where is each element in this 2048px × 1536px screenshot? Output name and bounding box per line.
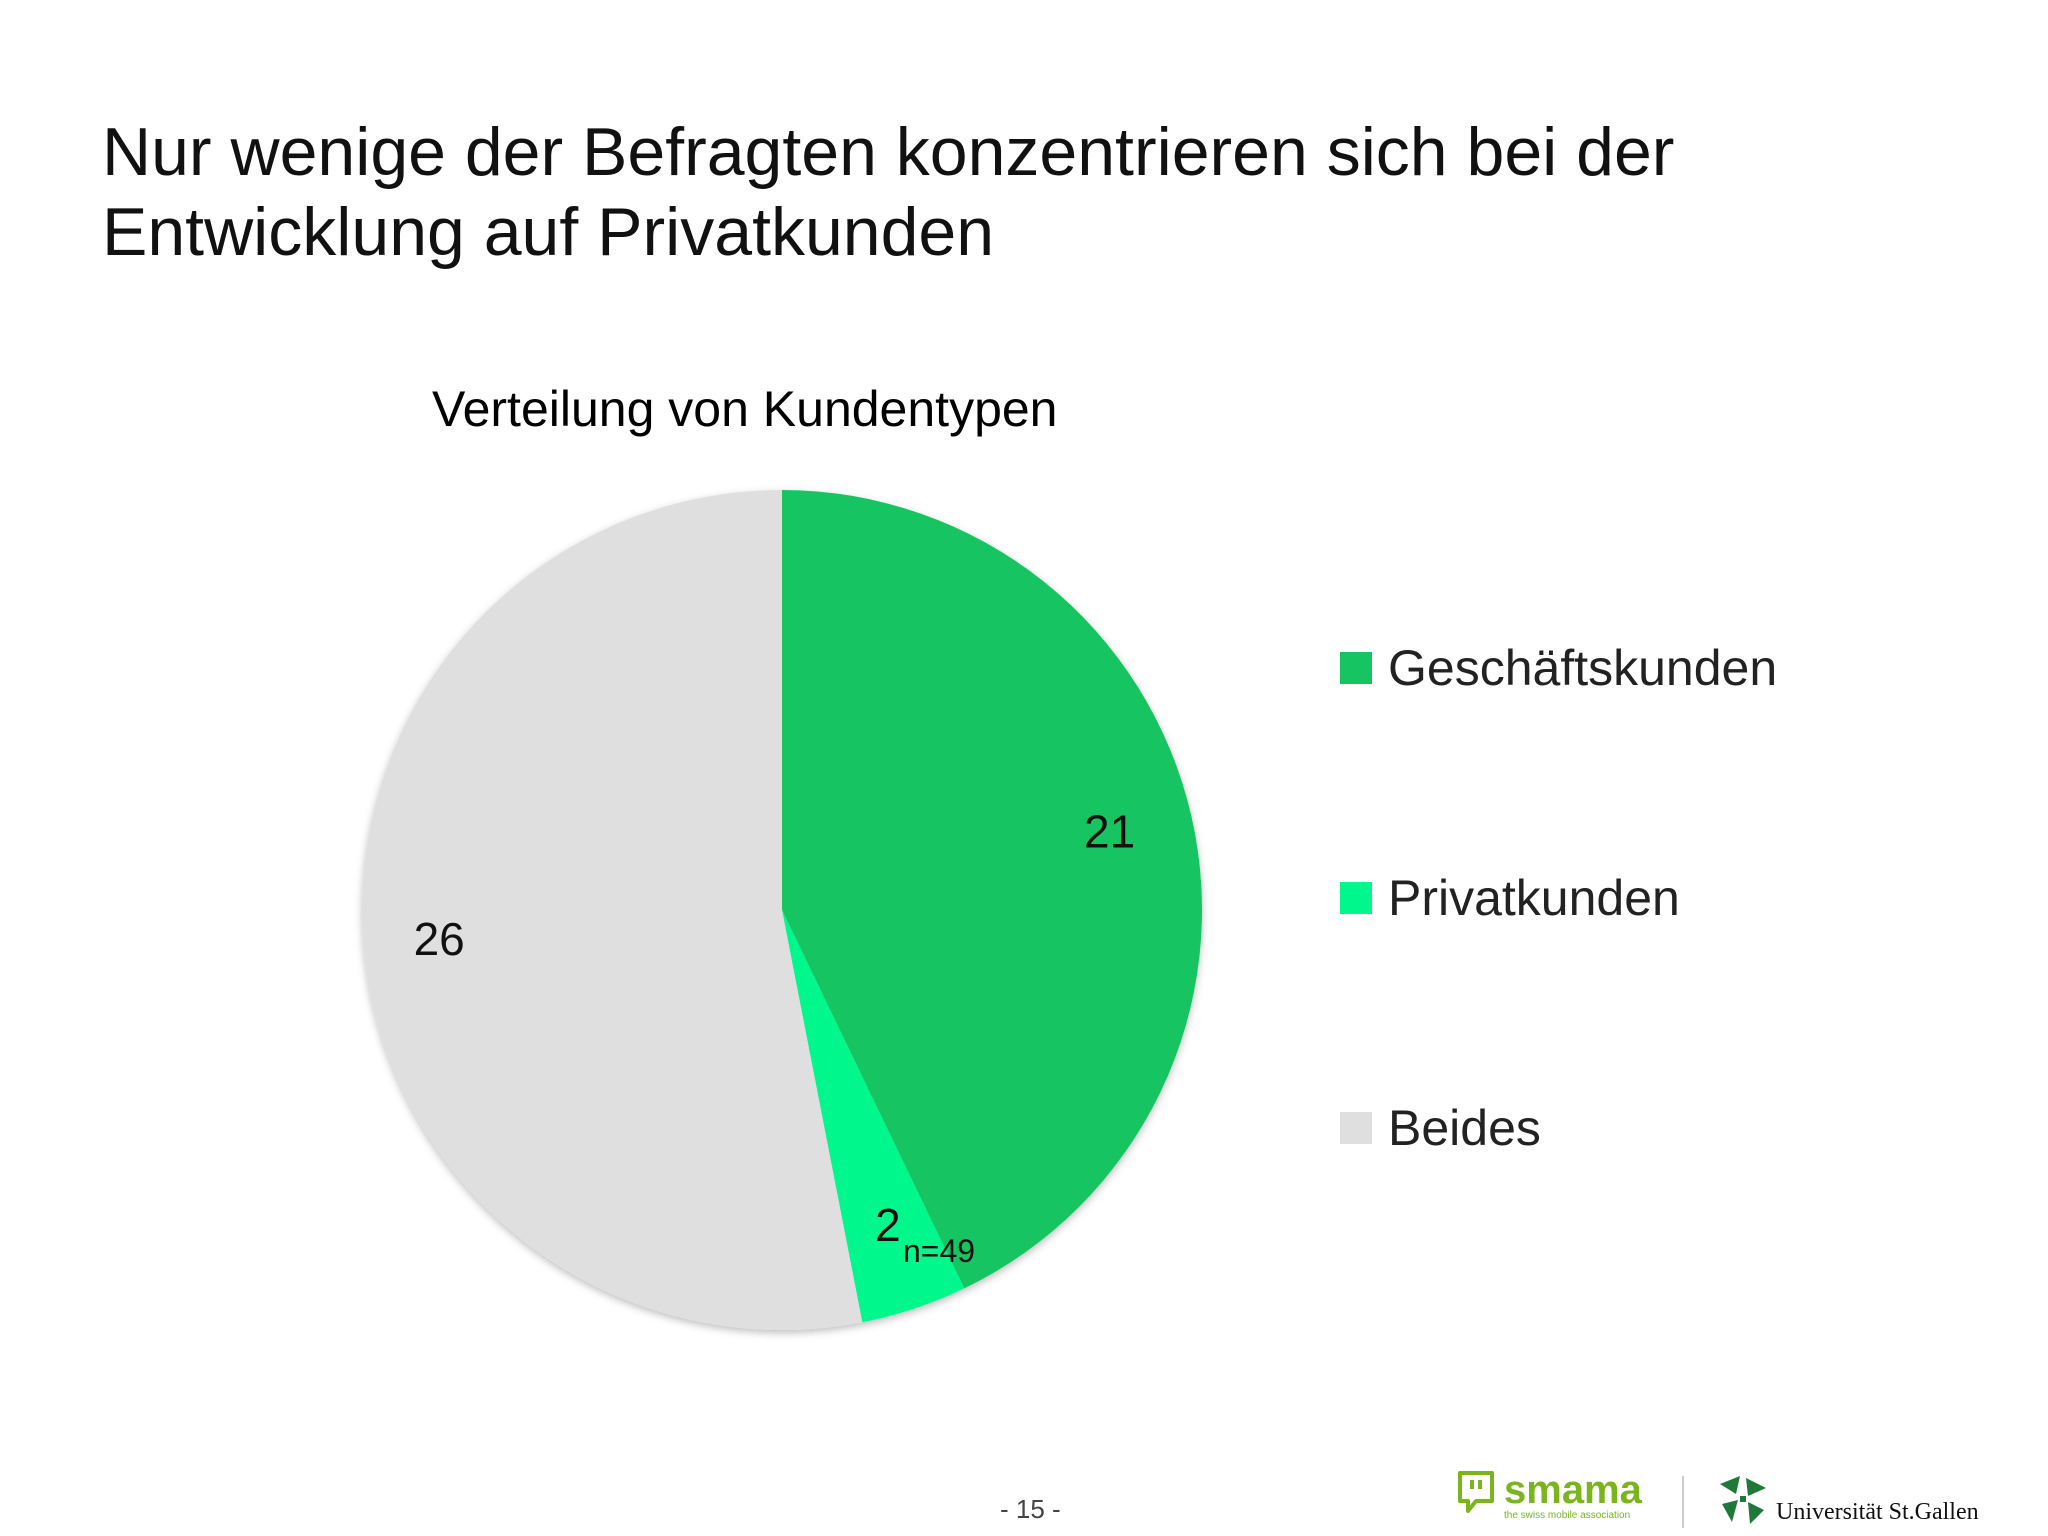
slide-title-line-2: Entwicklung auf Privatkunden [102,194,995,270]
slice-label-geschaeftskunden: 21 [1084,805,1135,857]
slice-label-beides: 26 [414,913,465,965]
chart-legend: Geschäftskunden Privatkunden Beides [1340,640,1777,1330]
hsg-logo: Universität St.Gallen [1718,1474,1979,1526]
legend-item-privatkunden: Privatkunden [1340,870,1777,926]
chart-title: Verteilung von Kundentypen [432,381,1058,437]
legend-swatch-beides [1340,1112,1372,1144]
hsg-name: Universität St.Gallen [1776,1499,1979,1525]
hsg-emblem-icon [1720,1476,1766,1524]
legend-label-beides: Beides [1388,1100,1541,1156]
page-number: - 15 - [1000,1494,1061,1524]
smama-name: smama [1504,1468,1642,1512]
legend-swatch-geschaeftskunden [1340,652,1372,684]
slide-title: Nur wenige der Befragten konzentrieren s… [102,112,1902,272]
legend-label-geschaeftskunden: Geschäftskunden [1388,640,1778,696]
pie-slice-privatkunden [782,910,965,1323]
sample-size-note: n=49 [903,1233,975,1269]
legend-item-geschaeftskunden: Geschäftskunden [1340,640,1777,696]
legend-label-privatkunden: Privatkunden [1388,870,1680,926]
smama-logo: smama the swiss mobile association [1456,1470,1642,1521]
speech-bubble-icon [1458,1471,1494,1513]
pie-slice-beides [362,490,863,1330]
legend-swatch-privatkunden [1340,882,1372,914]
slide-title-line-1: Nur wenige der Befragten konzentrieren s… [102,114,1675,190]
pie-slice-geschaeftskunden [782,490,1203,1289]
logo-divider [1682,1476,1684,1528]
legend-item-beides: Beides [1340,1100,1777,1156]
smama-tagline: the swiss mobile association [1504,1510,1631,1521]
slice-label-privatkunden: 2 [875,1199,901,1251]
